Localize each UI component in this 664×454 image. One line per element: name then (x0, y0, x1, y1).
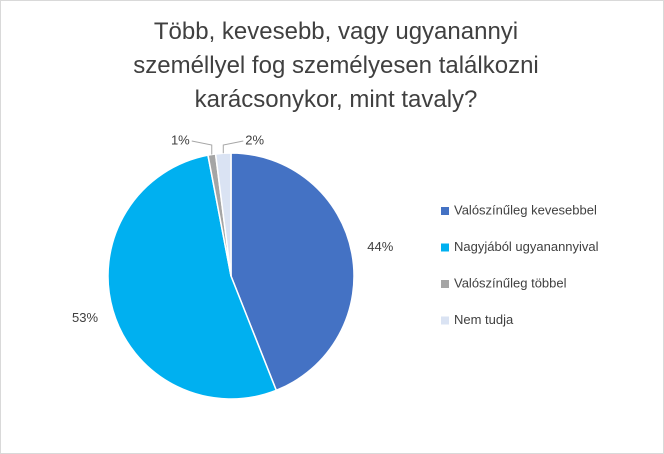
legend-label: Valószínűleg többel (454, 275, 567, 290)
legend-label: Nem tudja (454, 312, 514, 327)
legend-swatch (441, 207, 449, 215)
data-label: 2% (245, 132, 264, 147)
data-label: 1% (171, 132, 190, 147)
pie-slice (230, 152, 355, 392)
leader-line (222, 140, 244, 154)
data-label: 53% (72, 310, 98, 325)
legend-swatch (441, 316, 449, 325)
legend-swatch (441, 243, 449, 252)
chart-title: Több, kevesebb, vagy ugyanannyi személly… (133, 18, 539, 113)
leader-line (191, 140, 213, 155)
legend-label: Valószínűleg kevesebbel (454, 202, 597, 217)
legend-swatch (441, 280, 449, 288)
legend-label: Nagyjából ugyanannyival (454, 239, 599, 254)
pie-slice (107, 154, 278, 400)
data-label: 44% (367, 239, 393, 254)
pie-slice (214, 152, 232, 277)
